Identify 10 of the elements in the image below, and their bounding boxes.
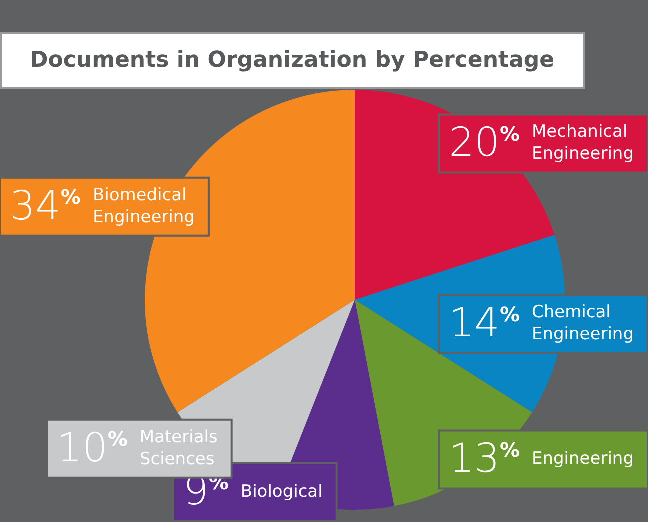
data-label: 13%: [449, 436, 520, 482]
data-label: 20%: [449, 120, 520, 166]
data-label: 14%: [449, 300, 520, 347]
slice-label: Mechanical Engineering: [532, 122, 634, 164]
slice-label: Biological: [240, 482, 323, 502]
slice-label: Engineering: [532, 449, 634, 470]
slice-label: Biomedical Engineering: [92, 185, 195, 228]
data-label: 34%: [10, 183, 81, 230]
chart-title: Documents in Organization by Percentage: [0, 32, 585, 89]
slice-label: Chemical Engineering: [532, 302, 634, 345]
